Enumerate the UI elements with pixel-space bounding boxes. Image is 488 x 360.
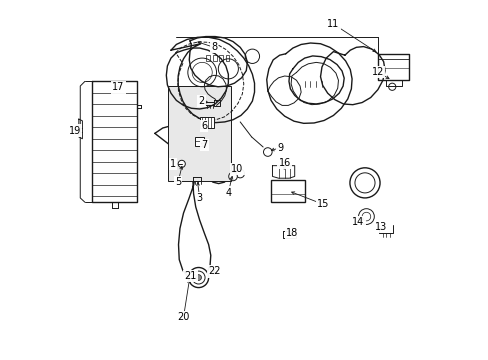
Text: 1: 1 xyxy=(169,159,176,169)
Text: 2: 2 xyxy=(198,96,204,106)
Text: 18: 18 xyxy=(286,228,298,238)
Text: 8: 8 xyxy=(210,42,217,52)
Text: 10: 10 xyxy=(231,164,243,174)
Text: 14: 14 xyxy=(352,217,364,227)
Text: 9: 9 xyxy=(277,143,283,153)
Text: 11: 11 xyxy=(326,19,339,29)
Text: 16: 16 xyxy=(278,158,290,168)
FancyBboxPatch shape xyxy=(271,180,305,202)
Text: 6: 6 xyxy=(201,121,207,131)
Text: 5: 5 xyxy=(175,177,181,187)
Text: 15: 15 xyxy=(317,199,329,210)
Text: 17: 17 xyxy=(112,82,124,93)
Text: 12: 12 xyxy=(371,67,383,77)
Circle shape xyxy=(235,169,244,178)
Circle shape xyxy=(263,148,271,156)
Text: 22: 22 xyxy=(207,266,220,276)
FancyBboxPatch shape xyxy=(195,137,203,146)
Text: 21: 21 xyxy=(184,271,197,281)
Text: 20: 20 xyxy=(177,312,189,322)
Text: 19: 19 xyxy=(69,126,81,135)
Text: 4: 4 xyxy=(225,188,231,198)
Text: 13: 13 xyxy=(375,222,387,232)
Circle shape xyxy=(210,267,217,274)
Circle shape xyxy=(178,160,185,167)
Text: 3: 3 xyxy=(196,193,203,203)
Text: 7: 7 xyxy=(201,140,207,150)
Circle shape xyxy=(188,267,208,288)
FancyBboxPatch shape xyxy=(199,117,214,128)
Circle shape xyxy=(228,172,237,181)
FancyBboxPatch shape xyxy=(168,86,231,181)
Circle shape xyxy=(195,275,201,280)
